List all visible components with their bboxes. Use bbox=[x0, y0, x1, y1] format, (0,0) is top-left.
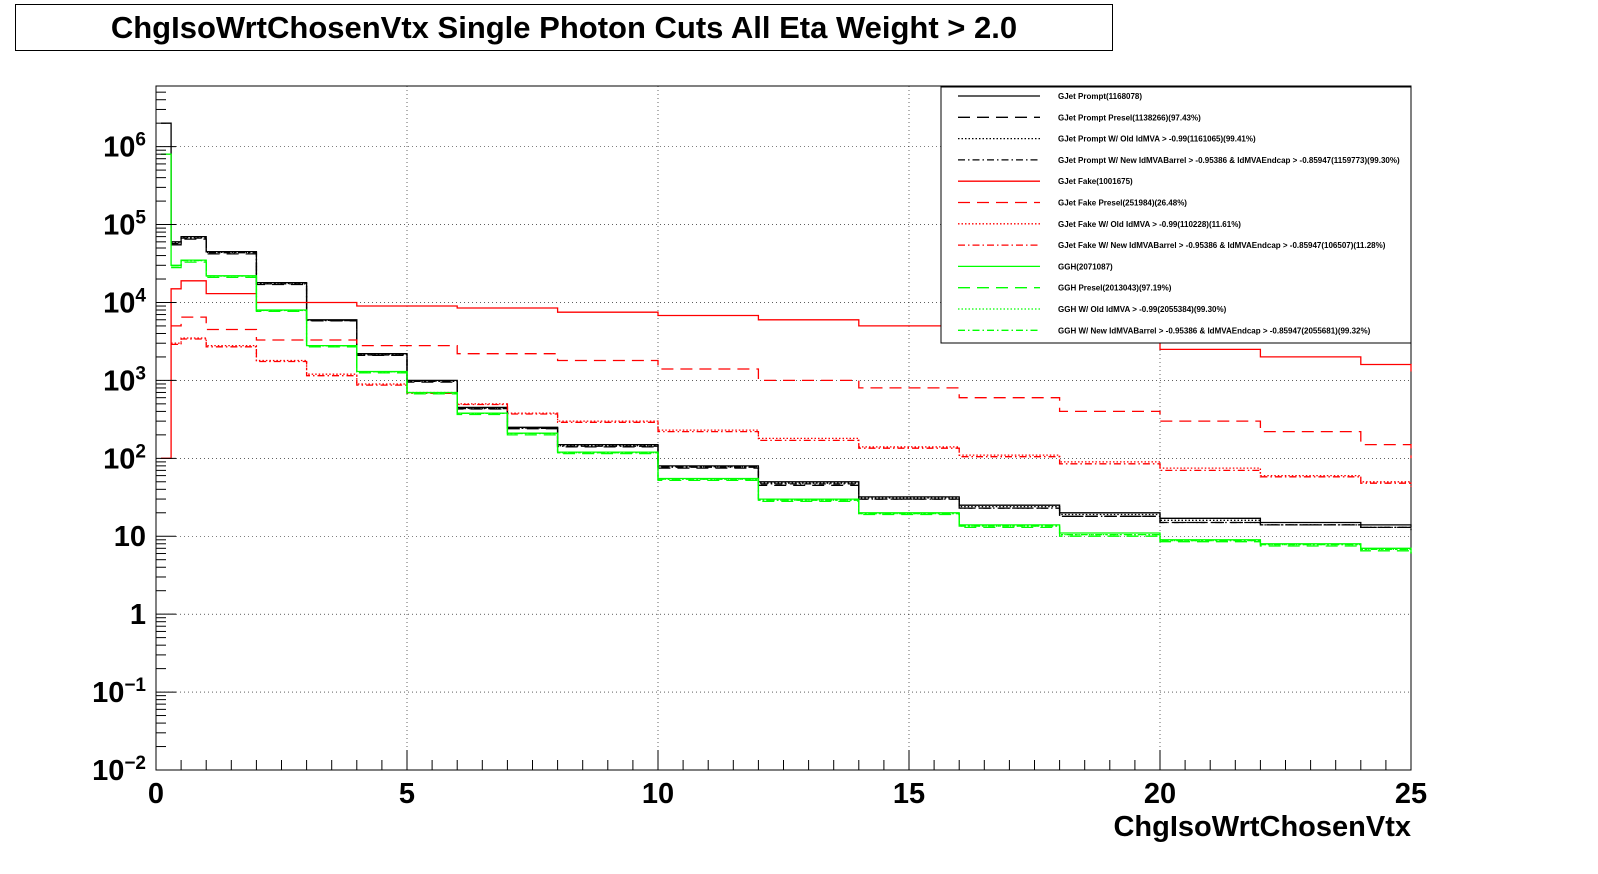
y-tick-exponent: 3 bbox=[135, 363, 146, 384]
series-layer bbox=[161, 122, 1412, 554]
y-tick-exponent: 6 bbox=[135, 130, 146, 151]
x-tick-label: 15 bbox=[893, 778, 925, 810]
y-tick-label: 10−2 bbox=[92, 753, 146, 787]
y-tick-exponent: 5 bbox=[135, 208, 146, 229]
title-box: ChgIsoWrtChosenVtx Single Photon Cuts Al… bbox=[15, 4, 1113, 51]
y-tick-label: 10 bbox=[114, 521, 146, 553]
y-tick-base: 10 bbox=[103, 210, 135, 242]
y-tick-base: 1 bbox=[130, 599, 146, 631]
y-tick-label: 104 bbox=[103, 285, 146, 319]
legend-entry-label: GJet Prompt W/ Old IdMVA > -0.99(1161065… bbox=[1058, 135, 1256, 144]
x-axis-title: ChgIsoWrtChosenVtx bbox=[1113, 811, 1411, 843]
x-tick-label: 25 bbox=[1395, 778, 1427, 810]
series-line-11 bbox=[171, 259, 1412, 554]
y-tick-base: 10 bbox=[103, 132, 135, 164]
legend-entry-label: GJet Fake W/ New IdMVABarrel > -0.95386 … bbox=[1058, 241, 1386, 250]
legend-entry-label: GJet Fake(1001675) bbox=[1058, 177, 1133, 186]
legend-entry-label: GGH W/ Old IdMVA > -0.99(2055384)(99.30%… bbox=[1058, 305, 1227, 314]
x-tick-label: 0 bbox=[148, 778, 164, 810]
legend-entry-label: GJet Fake W/ Old IdMVA > -0.99(110228)(1… bbox=[1058, 220, 1241, 229]
y-tick-base: 10 bbox=[114, 521, 146, 553]
legend-entry-label: GJet Prompt W/ New IdMVABarrel > -0.9538… bbox=[1058, 156, 1400, 165]
y-tick-base: 10 bbox=[92, 755, 124, 787]
x-tick-label: 10 bbox=[642, 778, 674, 810]
series-line-12 bbox=[171, 259, 1412, 554]
y-tick-label: 103 bbox=[103, 363, 146, 397]
y-tick-label: 106 bbox=[103, 130, 146, 164]
x-tick-label: 20 bbox=[1144, 778, 1176, 810]
series-line-8 bbox=[171, 338, 1412, 487]
y-tick-exponent: 2 bbox=[135, 441, 146, 462]
legend-entry-label: GJet Prompt(1168078) bbox=[1058, 92, 1142, 101]
y-tick-exponent: 4 bbox=[135, 285, 146, 306]
legend-box bbox=[940, 86, 1412, 344]
y-tick-label: 10−1 bbox=[92, 675, 146, 709]
legend-entry-label: GJet Prompt Presel(1138266)(97.43%) bbox=[1058, 113, 1201, 122]
y-tick-exponent: −1 bbox=[124, 675, 146, 696]
y-tick-base: 10 bbox=[103, 365, 135, 397]
series-line-6 bbox=[171, 316, 1412, 459]
legend-entry-label: GGH Presel(2013043)(97.19%) bbox=[1058, 284, 1172, 293]
y-tick-label: 102 bbox=[103, 441, 146, 475]
y-tick-base: 10 bbox=[103, 287, 135, 319]
legend-entry-label: GGH W/ New IdMVABarrel > -0.95386 & IdMV… bbox=[1058, 326, 1371, 335]
chart-title: ChgIsoWrtChosenVtx Single Photon Cuts Al… bbox=[110, 9, 1018, 45]
legend-entry-label: GGH(2071087) bbox=[1058, 262, 1113, 271]
y-tick-base: 10 bbox=[92, 677, 124, 709]
x-tick-label: 5 bbox=[399, 778, 415, 810]
y-tick-base: 10 bbox=[103, 443, 135, 475]
legend-entry-label: GJet Fake Presel(251984)(26.48%) bbox=[1058, 199, 1187, 208]
legend: GJet Prompt(1168078) GJet Prompt Presel(1… bbox=[940, 86, 1412, 344]
y-tick-label: 105 bbox=[103, 208, 146, 242]
y-tick-exponent: −2 bbox=[124, 753, 146, 774]
series-line-10 bbox=[171, 261, 1412, 554]
series-line-5 bbox=[161, 280, 1412, 459]
y-tick-label: 1 bbox=[130, 599, 146, 631]
